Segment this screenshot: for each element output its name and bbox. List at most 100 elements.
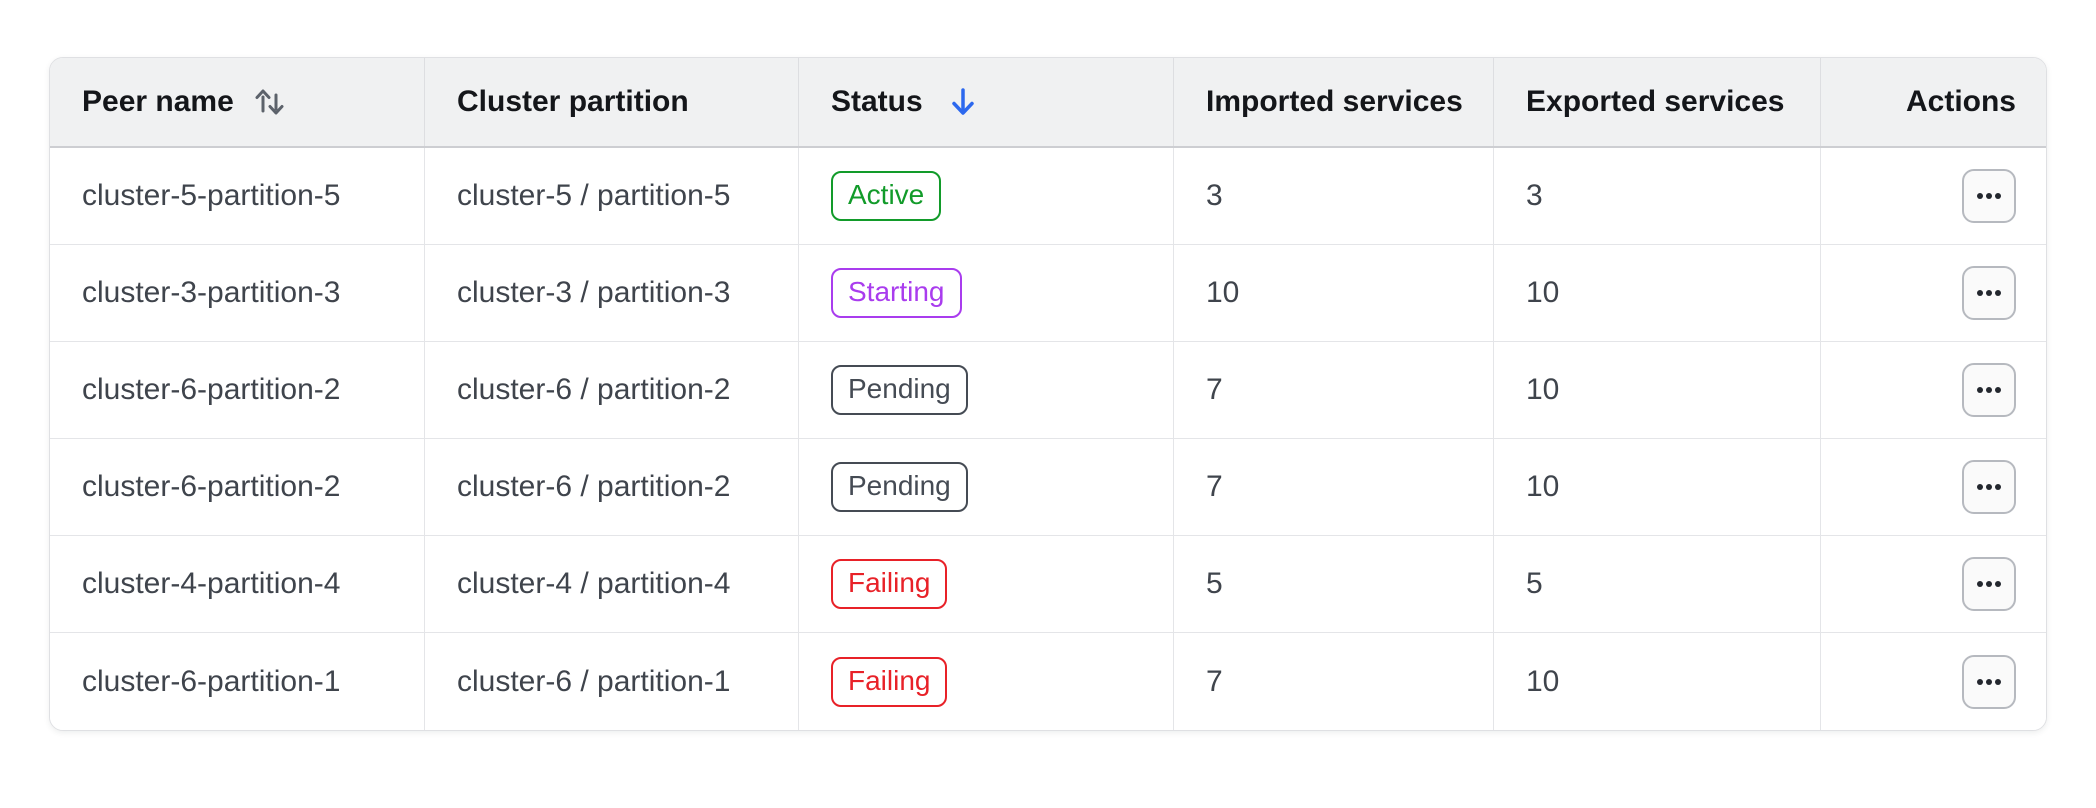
actions-cell xyxy=(1821,148,2046,244)
peer-name-cell: cluster-6-partition-2 xyxy=(50,342,425,438)
status-cell: Starting xyxy=(799,245,1174,341)
table-header-row: Peer name Cluster partition Status xyxy=(50,58,2046,148)
actions-cell xyxy=(1821,439,2046,535)
sort-both-arrows-icon[interactable] xyxy=(252,84,286,120)
row-actions-button[interactable] xyxy=(1962,169,2016,223)
status-cell: Failing xyxy=(799,536,1174,632)
column-header-imported-services: Imported services xyxy=(1174,58,1494,146)
column-header-status[interactable]: Status xyxy=(799,58,1174,146)
cluster-partition-cell: cluster-6 / partition-1 xyxy=(425,633,799,730)
exported-services-count: 3 xyxy=(1526,179,1543,212)
row-actions-button[interactable] xyxy=(1962,460,2016,514)
exported-services-count: 10 xyxy=(1526,470,1560,503)
table-row: cluster-4-partition-4 cluster-4 / partit… xyxy=(50,536,2046,633)
peer-name-cell: cluster-6-partition-2 xyxy=(50,439,425,535)
imported-services-count: 7 xyxy=(1206,470,1223,503)
status-cell: Failing xyxy=(799,633,1174,730)
column-header-label: Peer name xyxy=(82,85,234,118)
arrow-down-icon[interactable] xyxy=(947,85,979,119)
exported-services-count: 10 xyxy=(1526,373,1560,406)
exported-services-cell: 10 xyxy=(1494,342,1821,438)
imported-services-count: 7 xyxy=(1206,664,1223,698)
cluster-partition-text: cluster-3 / partition-3 xyxy=(457,276,731,309)
cluster-partition-text: cluster-6 / partition-2 xyxy=(457,373,731,406)
imported-services-count: 5 xyxy=(1206,567,1223,600)
row-actions-button[interactable] xyxy=(1962,654,2016,709)
peer-name-text: cluster-3-partition-3 xyxy=(82,276,341,309)
table-row: cluster-6-partition-1 cluster-6 / partit… xyxy=(50,633,2046,730)
status-badge: Failing xyxy=(831,656,948,707)
status-cell: Pending xyxy=(799,439,1174,535)
column-header-actions: Actions xyxy=(1821,58,2046,146)
row-actions-button[interactable] xyxy=(1962,266,2016,320)
peer-name-cell: cluster-6-partition-1 xyxy=(50,633,425,730)
imported-services-cell: 10 xyxy=(1174,245,1494,341)
peer-name-text: cluster-6-partition-1 xyxy=(82,664,341,698)
cluster-partition-cell: cluster-3 / partition-3 xyxy=(425,245,799,341)
status-cell: Pending xyxy=(799,342,1174,438)
column-header-label: Status xyxy=(831,85,923,118)
peer-name-cell: cluster-5-partition-5 xyxy=(50,148,425,244)
imported-services-cell: 7 xyxy=(1174,439,1494,535)
exported-services-cell: 3 xyxy=(1494,148,1821,244)
status-badge: Failing xyxy=(831,559,948,609)
cluster-partition-cell: cluster-5 / partition-5 xyxy=(425,148,799,244)
ellipsis-icon xyxy=(1977,484,1983,490)
exported-services-count: 10 xyxy=(1526,664,1560,698)
ellipsis-icon xyxy=(1977,193,1983,199)
peer-name-text: cluster-6-partition-2 xyxy=(82,373,341,406)
actions-cell xyxy=(1821,245,2046,341)
cluster-partition-text: cluster-5 / partition-5 xyxy=(457,179,731,212)
exported-services-count: 10 xyxy=(1526,276,1560,309)
cluster-partition-cell: cluster-4 / partition-4 xyxy=(425,536,799,632)
cluster-partition-text: cluster-4 / partition-4 xyxy=(457,567,731,600)
imported-services-count: 3 xyxy=(1206,179,1223,212)
peer-name-text: cluster-6-partition-2 xyxy=(82,470,341,503)
peer-name-text: cluster-4-partition-4 xyxy=(82,567,341,600)
column-header-label: Actions xyxy=(1905,85,2016,118)
imported-services-cell: 7 xyxy=(1174,342,1494,438)
imported-services-count: 10 xyxy=(1206,276,1240,309)
table-row: cluster-6-partition-2 cluster-6 / partit… xyxy=(50,439,2046,536)
cluster-partition-cell: cluster-6 / partition-2 xyxy=(425,342,799,438)
row-actions-button[interactable] xyxy=(1962,557,2016,611)
cluster-partition-text: cluster-6 / partition-2 xyxy=(457,470,731,503)
column-header-peer-name[interactable]: Peer name xyxy=(50,58,425,146)
table-body: cluster-5-partition-5 cluster-5 / partit… xyxy=(50,148,2046,730)
peers-table: Peer name Cluster partition Status xyxy=(49,57,2047,731)
column-header-exported-services: Exported services xyxy=(1494,58,1821,146)
column-header-label: Exported services xyxy=(1526,85,1785,118)
ellipsis-icon xyxy=(1977,387,1983,393)
table-row: cluster-3-partition-3 cluster-3 / partit… xyxy=(50,245,2046,342)
status-cell: Active xyxy=(799,148,1174,244)
exported-services-cell: 5 xyxy=(1494,536,1821,632)
imported-services-cell: 7 xyxy=(1174,633,1494,730)
table-row: cluster-5-partition-5 cluster-5 / partit… xyxy=(50,148,2046,245)
actions-cell xyxy=(1821,342,2046,438)
status-badge: Starting xyxy=(831,268,962,318)
exported-services-cell: 10 xyxy=(1494,439,1821,535)
exported-services-count: 5 xyxy=(1526,567,1543,600)
status-badge: Pending xyxy=(831,365,968,415)
imported-services-count: 7 xyxy=(1206,373,1223,406)
column-header-cluster-partition: Cluster partition xyxy=(425,58,799,146)
peer-name-cell: cluster-3-partition-3 xyxy=(50,245,425,341)
imported-services-cell: 3 xyxy=(1174,148,1494,244)
imported-services-cell: 5 xyxy=(1174,536,1494,632)
peer-name-cell: cluster-4-partition-4 xyxy=(50,536,425,632)
actions-cell xyxy=(1821,633,2046,730)
cluster-partition-cell: cluster-6 / partition-2 xyxy=(425,439,799,535)
peer-name-text: cluster-5-partition-5 xyxy=(82,179,341,212)
ellipsis-icon xyxy=(1977,290,1983,296)
status-badge: Active xyxy=(831,171,942,221)
cluster-partition-text: cluster-6 / partition-1 xyxy=(457,664,731,698)
row-actions-button[interactable] xyxy=(1962,363,2016,417)
column-header-label: Imported services xyxy=(1206,85,1463,118)
exported-services-cell: 10 xyxy=(1494,633,1821,730)
column-header-label: Cluster partition xyxy=(457,85,689,118)
status-badge: Pending xyxy=(831,462,968,512)
ellipsis-icon xyxy=(1977,678,1983,685)
table-row: cluster-6-partition-2 cluster-6 / partit… xyxy=(50,342,2046,439)
exported-services-cell: 10 xyxy=(1494,245,1821,341)
actions-cell xyxy=(1821,536,2046,632)
